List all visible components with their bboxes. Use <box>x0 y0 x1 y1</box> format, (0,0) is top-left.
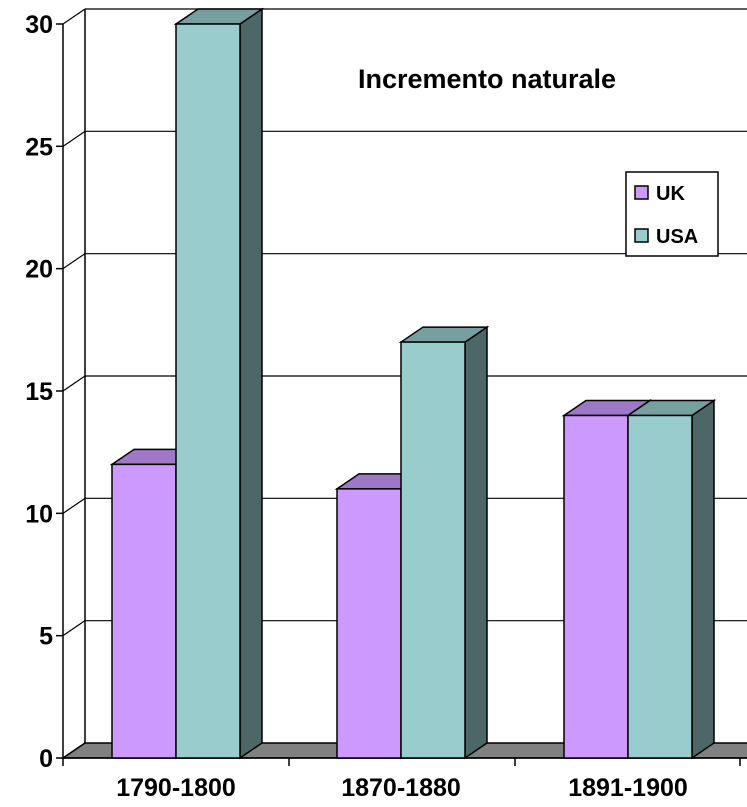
bars <box>109 7 717 760</box>
legend-label-uk: UK <box>656 183 685 205</box>
bar-front <box>336 488 402 759</box>
bar-side <box>239 7 263 760</box>
tick-connector <box>62 742 86 759</box>
tick-connector <box>62 253 86 270</box>
tick-connector <box>62 497 86 514</box>
tick-connector <box>62 8 86 25</box>
tick-connector <box>62 620 86 637</box>
tick-connector <box>62 130 86 147</box>
x-category-labels: 1790-1800 1870-1880 1891-1900 <box>116 774 688 802</box>
legend-swatch-usa <box>634 228 649 243</box>
bar-usa-1790-1800 <box>173 7 265 760</box>
legend-swatch-uk <box>634 185 649 200</box>
y-tick-label: 25 <box>25 133 53 161</box>
bar-usa-1891-1900 <box>625 399 717 760</box>
chart-title: Incremento naturale <box>358 64 616 94</box>
y-tick-labels: 0 5 10 15 20 25 30 <box>25 11 53 773</box>
y-tick-label: 0 <box>39 745 53 773</box>
bar-usa-1870-1880 <box>398 325 490 760</box>
x-category-label: 1891-1900 <box>568 774 688 802</box>
x-category-label: 1870-1880 <box>341 774 461 802</box>
x-category-label: 1790-1800 <box>116 774 236 802</box>
bar-front <box>111 463 177 759</box>
legend: UK USA <box>625 171 719 257</box>
bar-side <box>464 325 488 760</box>
bar-front <box>627 414 693 759</box>
tick-connector <box>62 375 86 392</box>
y-tick-label: 15 <box>25 378 53 406</box>
bar-side <box>691 399 715 760</box>
y-tick-label: 30 <box>25 11 53 39</box>
y-tick-label: 20 <box>25 256 53 284</box>
legend-label-usa: USA <box>656 226 698 248</box>
bar-front <box>563 414 629 759</box>
bar-front <box>400 341 466 759</box>
y-tick-label: 10 <box>25 500 53 528</box>
bar-front <box>175 23 241 759</box>
y-tick-label: 5 <box>39 623 53 651</box>
